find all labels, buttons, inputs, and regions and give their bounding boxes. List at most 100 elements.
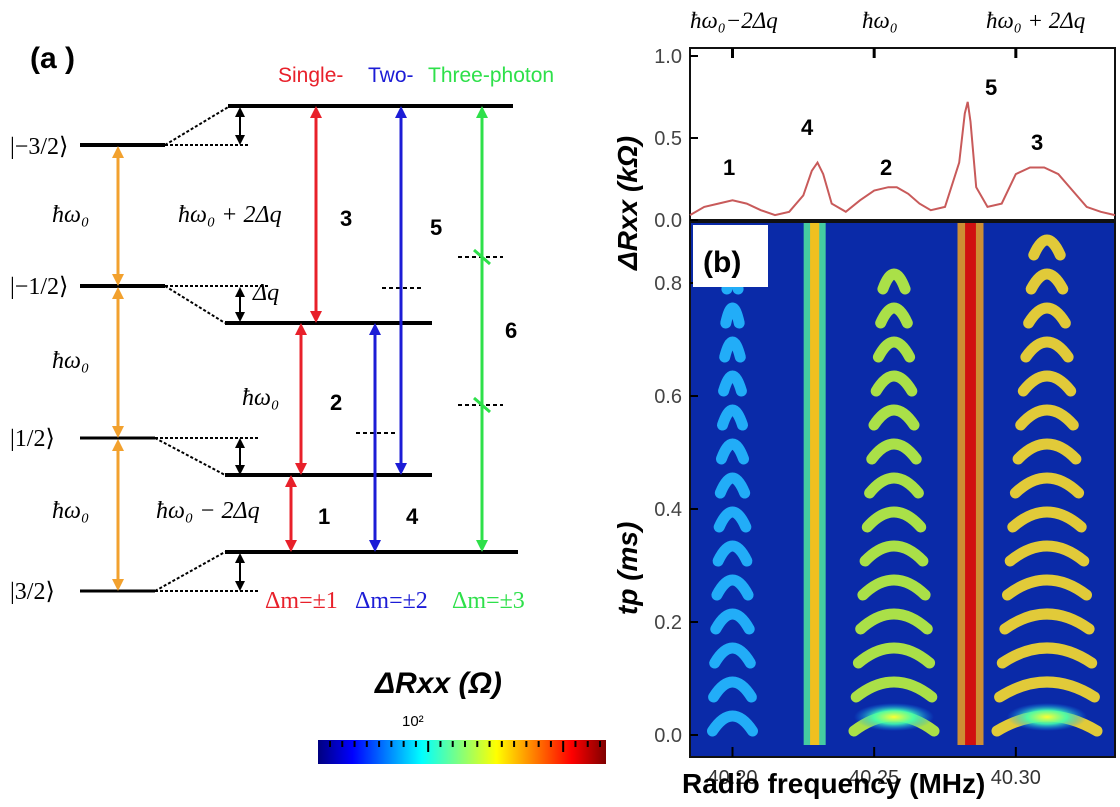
label-minus-2delta: ħω₀ − 2Δq bbox=[156, 498, 260, 524]
zeeman-energy-labels: ħω₀ ħω₀ ħω₀ bbox=[52, 202, 89, 524]
heatmap-glow bbox=[1007, 703, 1087, 731]
zeeman-label-2: ħω₀ bbox=[52, 348, 89, 374]
resonance-stripe-core bbox=[810, 222, 820, 745]
label-delta: Δq bbox=[252, 280, 279, 306]
transition-3: 3 bbox=[340, 206, 352, 231]
transition-4: 4 bbox=[406, 504, 419, 529]
panel-b-label: (b) bbox=[703, 246, 741, 279]
rabi-fringe bbox=[1004, 540, 1090, 567]
rabi-fringe bbox=[1009, 472, 1085, 499]
colorbar-tick-label: 10² bbox=[402, 713, 424, 730]
heatmap-glow bbox=[854, 703, 934, 731]
zeeman-label-3: ħω₀ bbox=[52, 498, 89, 524]
state-m32: |−3/2⟩ bbox=[10, 134, 68, 160]
selection-rules: Δm=±1 Δm=±2 Δm=±3 bbox=[265, 588, 525, 614]
transition-2: 2 bbox=[330, 390, 342, 415]
rabi-fringe bbox=[868, 404, 920, 431]
heatmap-xtick-label: 40.30 bbox=[991, 767, 1041, 789]
rabi-fringe bbox=[708, 676, 757, 703]
three-photon-arrows bbox=[473, 106, 491, 552]
rabi-fringe bbox=[1023, 302, 1071, 329]
zeeman-levels bbox=[80, 143, 165, 593]
rabi-fringe bbox=[712, 540, 753, 567]
rabi-fringe bbox=[850, 676, 938, 703]
peak-4: 4 bbox=[801, 115, 814, 140]
rabi-fringe bbox=[861, 506, 927, 533]
rabi-fringe bbox=[877, 268, 911, 295]
transition-1: 1 bbox=[318, 504, 330, 529]
state-p32: |3/2⟩ bbox=[10, 579, 55, 605]
quadrupole-labels: ħω₀ + 2Δq Δq ħω₀ ħω₀ − 2Δq bbox=[156, 202, 282, 524]
top-ytick-label: 1.0 bbox=[654, 46, 682, 68]
rabi-fringe bbox=[1017, 370, 1077, 397]
level-extensions bbox=[154, 105, 268, 592]
heatmap-xtick-label: 40.20 bbox=[707, 767, 757, 789]
rabi-fringe bbox=[852, 642, 936, 669]
header-two: Two- bbox=[368, 64, 414, 87]
peak-3: 3 bbox=[1031, 130, 1043, 155]
column-headers: Single- Two- Three-photon bbox=[278, 64, 554, 87]
label-plus-2delta: ħω₀ + 2Δq bbox=[178, 202, 282, 228]
top-label-center: ħω₀ bbox=[862, 8, 898, 33]
rabi-fringe bbox=[872, 336, 916, 363]
rabi-fringe bbox=[709, 642, 756, 669]
heatmap-ytick-label: 0.8 bbox=[654, 273, 682, 295]
two-photon-arrows bbox=[369, 106, 407, 552]
panel-a-label: (a ) bbox=[30, 42, 75, 75]
heatmap-ytick-label: 0.4 bbox=[654, 499, 682, 521]
colorbar-label: ΔRxx (Ω) bbox=[374, 667, 502, 700]
bottom-y-axis-title: tp (ms) bbox=[612, 522, 643, 615]
peak-1: 1 bbox=[723, 155, 735, 180]
single-photon-arrows bbox=[285, 106, 322, 552]
rabi-fringe bbox=[711, 574, 754, 601]
rabi-fringe bbox=[855, 608, 933, 635]
top-plot-frame bbox=[689, 47, 1116, 221]
transition-6: 6 bbox=[505, 318, 517, 343]
colorbar: ΔRxx (Ω) 10² bbox=[318, 667, 606, 764]
peak-5: 5 bbox=[985, 75, 997, 100]
rabi-fringe bbox=[1028, 234, 1066, 261]
panel-b-label-box bbox=[693, 225, 768, 287]
rabi-fringe bbox=[714, 472, 751, 499]
rabi-fringe bbox=[1015, 404, 1079, 431]
peak-numbers: 1 4 2 5 3 bbox=[723, 75, 1043, 180]
rabi-fringe bbox=[870, 370, 918, 397]
top-label-minus: ħω₀−2Δq bbox=[690, 8, 778, 33]
rabi-fringe bbox=[1002, 574, 1092, 601]
rabi-fringe bbox=[715, 438, 750, 465]
panel-a: (a ) bbox=[10, 42, 554, 614]
colorbar-ticks bbox=[329, 741, 601, 752]
rabi-fringe bbox=[1025, 268, 1069, 295]
top-ytick-label: 0.0 bbox=[654, 210, 682, 232]
rule-dm1: Δm=±1 bbox=[265, 588, 338, 614]
header-three: Three-photon bbox=[428, 64, 554, 87]
rabi-fringe bbox=[864, 472, 924, 499]
rabi-fringe bbox=[994, 676, 1100, 703]
heatmap-ytick-label: 0.2 bbox=[654, 612, 682, 634]
quadrupole-levels bbox=[225, 104, 518, 554]
label-mid: ħω₀ bbox=[242, 385, 279, 411]
heatmap-xtick-label: 40.25 bbox=[849, 767, 899, 789]
state-labels: |−3/2⟩ |−1/2⟩ |1/2⟩ |3/2⟩ bbox=[10, 134, 68, 605]
transition-numbers: 1 2 3 4 5 6 bbox=[318, 206, 517, 529]
state-m12: |−1/2⟩ bbox=[10, 274, 68, 300]
x-axis-title: Radio frequency (MHz) bbox=[682, 768, 985, 799]
heatmap-ytick-label: 0.0 bbox=[654, 725, 682, 747]
top-plot-axis: 0.0 0.5 1.0 bbox=[654, 46, 1018, 232]
top-y-axis-title: ΔRxx (kΩ) bbox=[612, 136, 643, 271]
rabi-fringe bbox=[1007, 506, 1087, 533]
rabi-fringe bbox=[996, 642, 1098, 669]
rabi-fringe bbox=[857, 574, 931, 601]
rabi-fringe bbox=[710, 608, 755, 635]
panel-b: ħω₀−2Δq ħω₀ ħω₀ + 2Δq 0.0 0.5 1.0 1 4 2 5 … bbox=[612, 8, 1116, 799]
top-labels: ħω₀−2Δq ħω₀ ħω₀ + 2Δq bbox=[690, 8, 1085, 33]
header-single: Single- bbox=[278, 64, 343, 87]
rabi-fringe bbox=[718, 370, 747, 397]
top-label-plus: ħω₀ + 2Δq bbox=[986, 8, 1085, 33]
resistance-curve bbox=[689, 101, 1116, 217]
rabi-fringe bbox=[859, 540, 929, 567]
rabi-fringe bbox=[717, 404, 748, 431]
rabi-fringe bbox=[713, 506, 752, 533]
zeeman-label-1: ħω₀ bbox=[52, 202, 89, 228]
rule-dm3: Δm=±3 bbox=[452, 588, 525, 614]
